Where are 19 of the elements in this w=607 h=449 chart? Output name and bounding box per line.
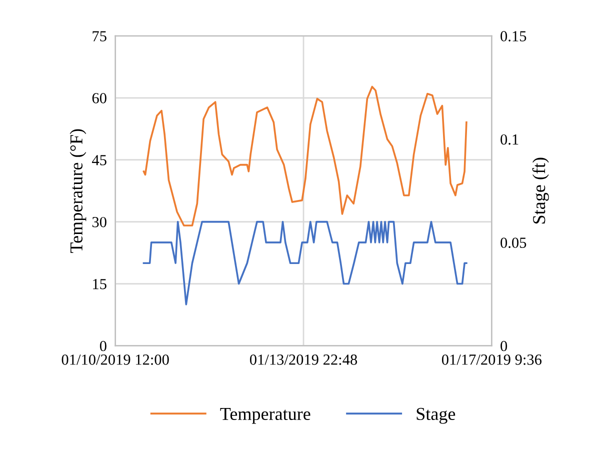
legend-label: Temperature	[220, 408, 310, 424]
x-tick-label: 01/13/2019 22:48	[250, 354, 358, 365]
legend-label: Stage	[416, 408, 456, 424]
y2-tick-label: 0.05	[500, 238, 526, 248]
y2-tick-label: 0.15	[500, 31, 526, 42]
y-axis-title: Temperature (°F)	[70, 129, 86, 253]
y2-axis-title: Stage (ft)	[532, 158, 549, 224]
y-tick-label: 15	[93, 278, 106, 290]
y-tick-label: 30	[92, 216, 106, 228]
y-tick-label: 75	[92, 31, 106, 42]
y2-tick-label: 0.1	[500, 134, 518, 145]
y-tick-label: 60	[92, 93, 106, 104]
y-tick-label: 0	[100, 340, 106, 352]
line-series	[142, 220, 468, 306]
y-tick-label: 45	[92, 155, 106, 166]
line-series	[142, 86, 468, 226]
y2-tick-label: 0	[500, 340, 508, 352]
x-tick-label: 01/10/2019 12:00	[62, 354, 169, 365]
x-tick-label: 01/17/2019 9:36	[442, 354, 542, 365]
